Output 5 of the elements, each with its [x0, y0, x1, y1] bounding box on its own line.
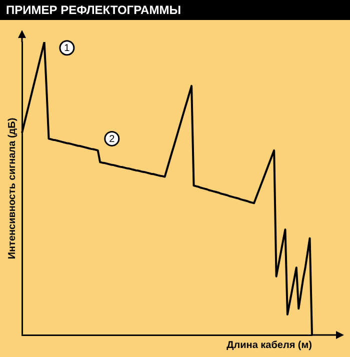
- y-axis-title: Интенсивность сигнала (дБ): [6, 118, 18, 260]
- annotation: 2: [109, 134, 116, 145]
- x-axis-title: Длина кабеля (м): [226, 340, 312, 351]
- annotation: 1: [64, 43, 70, 54]
- chart-title: ПРИМЕР РЕФЛЕКТОГРАММЫ: [0, 0, 350, 20]
